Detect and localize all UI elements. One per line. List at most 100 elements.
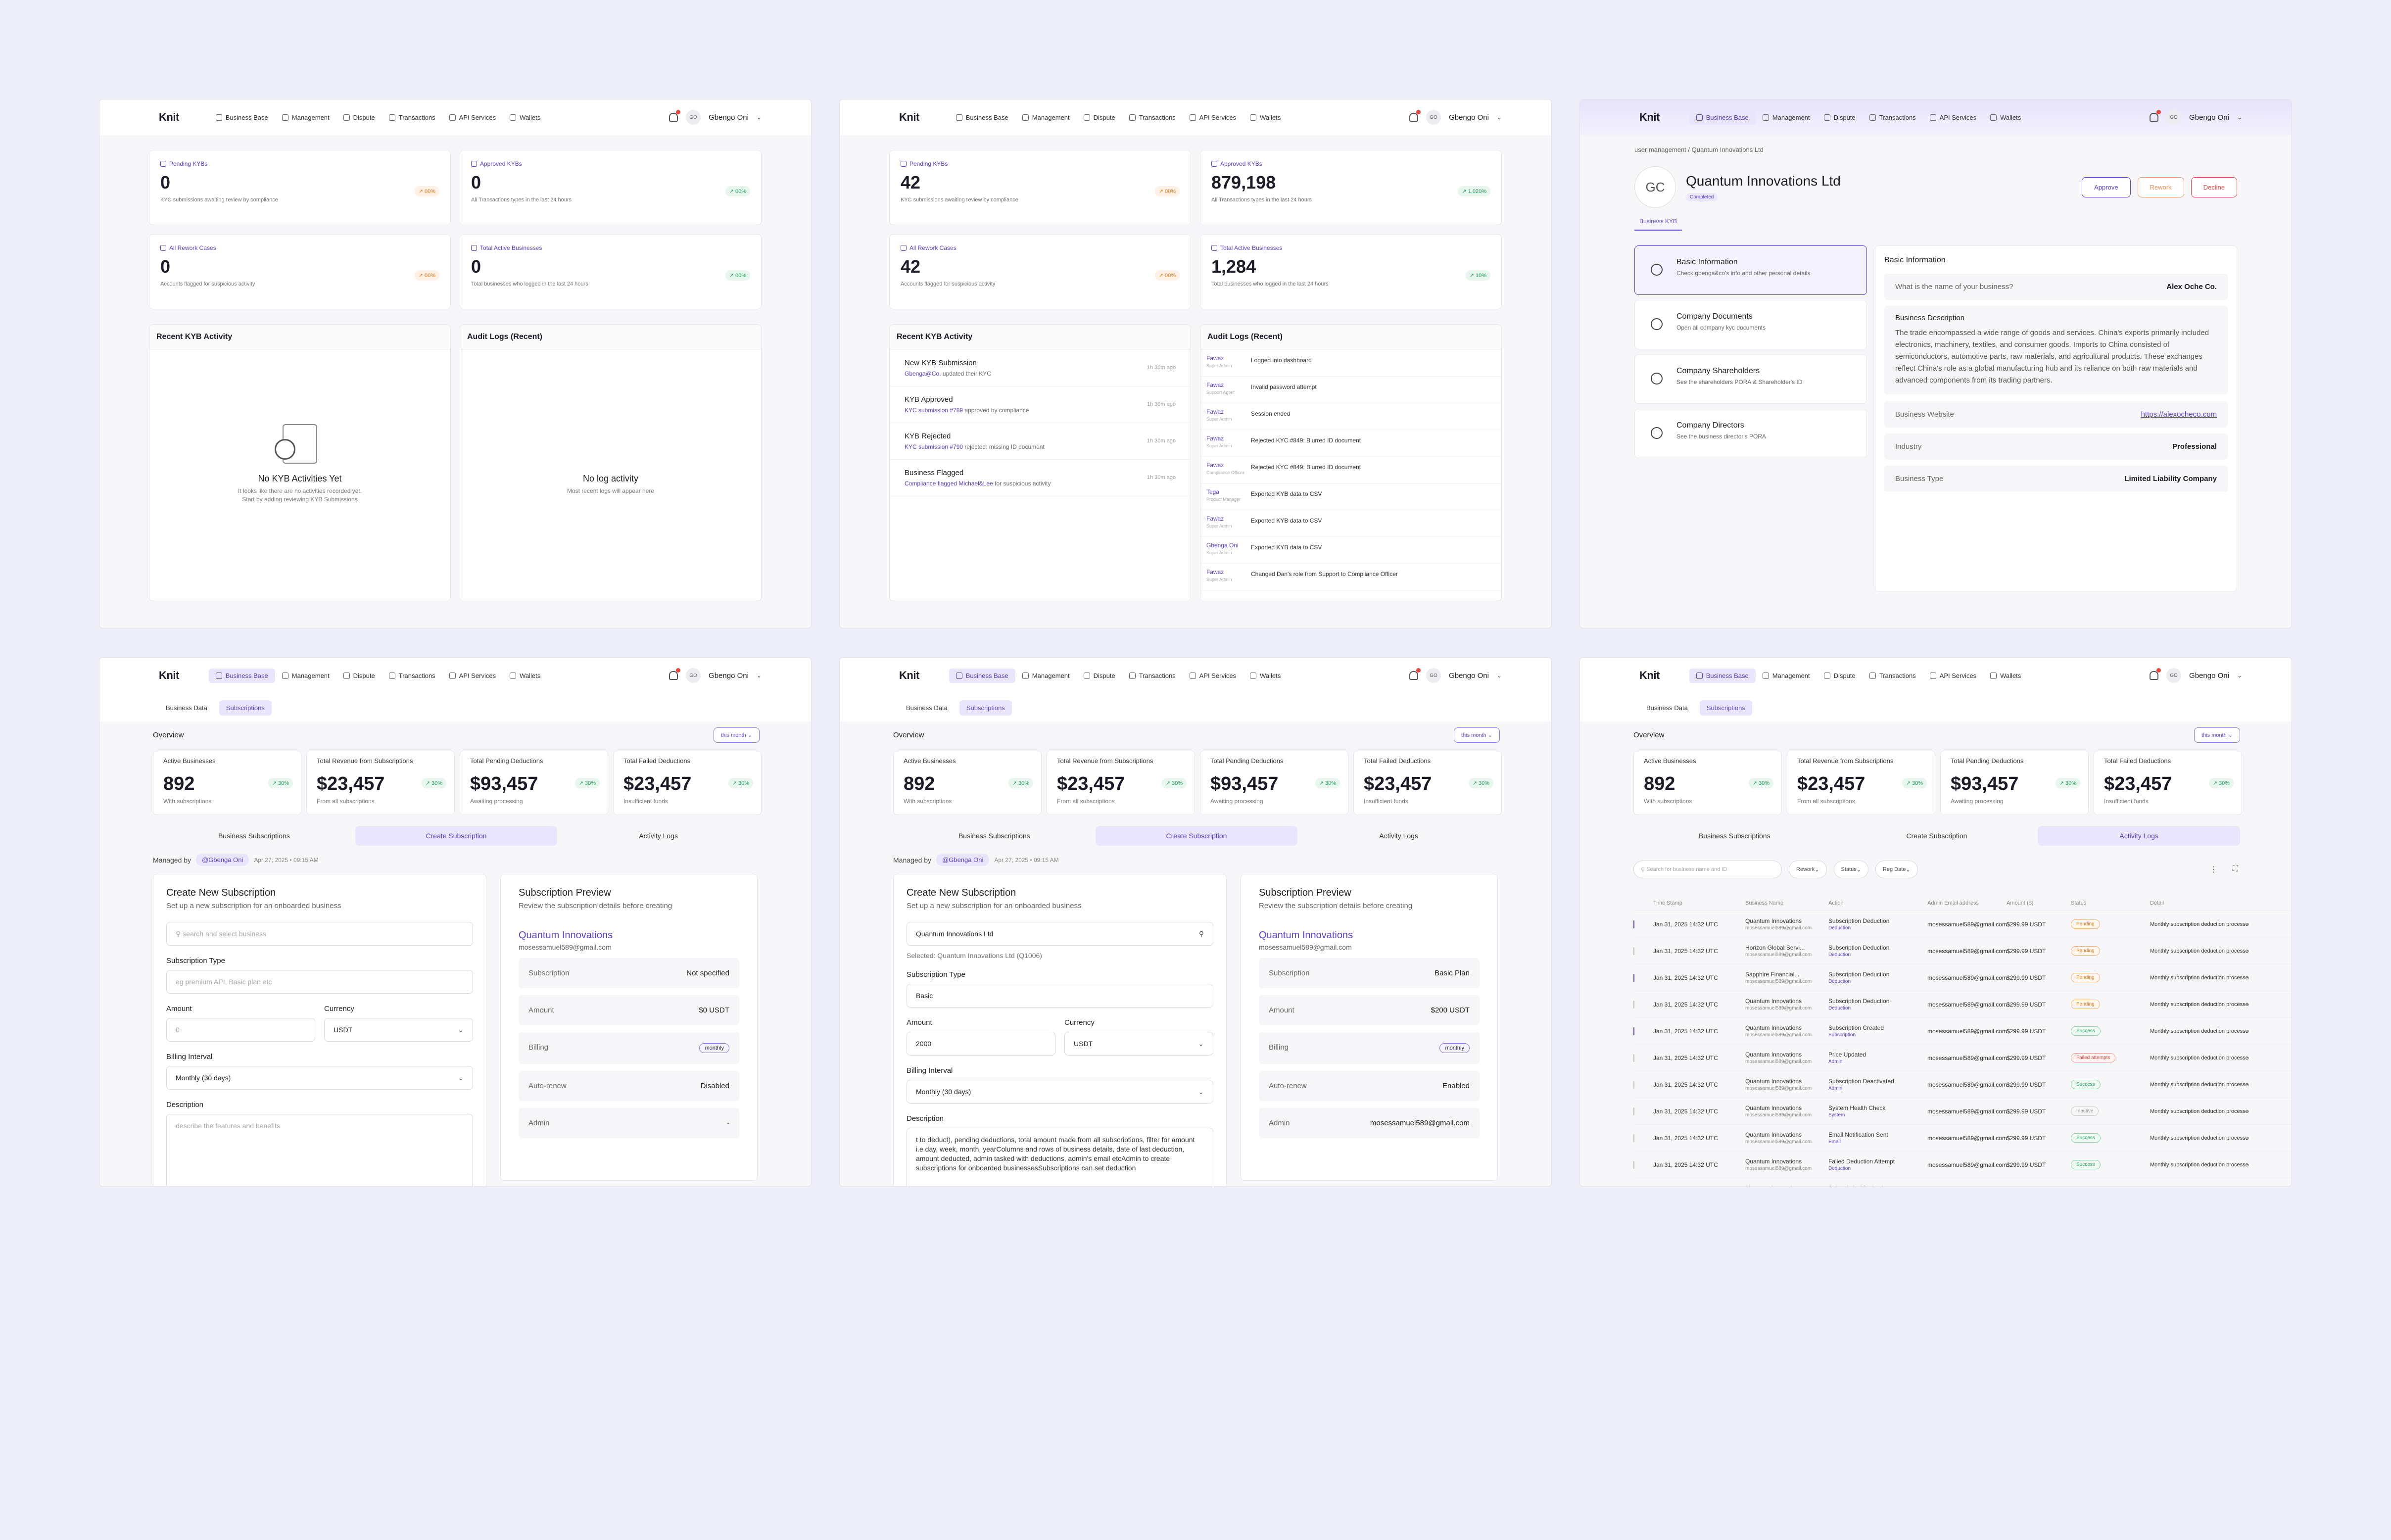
admin-email-cell[interactable]: mosessamuel589@gmail.com bbox=[1927, 920, 2007, 928]
activity-item[interactable]: Business Flagged Compliance flagged Micha… bbox=[890, 460, 1191, 496]
knit-logo[interactable]: Knit bbox=[159, 669, 179, 682]
column-header[interactable]: Amount ($) bbox=[2007, 900, 2034, 906]
filter-dropdown[interactable]: Reg Date ⌄ bbox=[1875, 861, 1918, 878]
approve-button[interactable]: Approve bbox=[2082, 177, 2131, 197]
column-header[interactable]: Status bbox=[2071, 900, 2087, 906]
nav-item-management[interactable]: Management bbox=[1756, 669, 1817, 683]
nav-item-wallets[interactable]: Wallets bbox=[1983, 110, 2028, 125]
bell-icon[interactable] bbox=[669, 110, 681, 122]
nav-item-wallets[interactable]: Wallets bbox=[1983, 669, 2028, 683]
tab-create-subscription[interactable]: Create Subscription bbox=[1906, 832, 1967, 840]
row-checkbox[interactable] bbox=[1633, 1160, 1634, 1169]
nav-item-api-services[interactable]: API Services bbox=[1923, 110, 1983, 125]
row-checkbox[interactable] bbox=[1633, 947, 1634, 955]
subscription-type-input[interactable]: eg premium API, Basic plan etc bbox=[166, 970, 473, 994]
business-search-input[interactable]: Quantum Innovations Ltd ⚲ bbox=[907, 922, 1213, 946]
log-user[interactable]: Fawaz Compliance Officer bbox=[1206, 462, 1251, 475]
row-checkbox[interactable] bbox=[1633, 973, 1634, 982]
tab-business-data[interactable]: Business Data bbox=[906, 704, 948, 712]
admin-email-cell[interactable]: mosessamuel589@gmail.com bbox=[1927, 974, 2007, 981]
nav-item-management[interactable]: Management bbox=[1015, 669, 1077, 683]
knit-logo[interactable]: Knit bbox=[1639, 111, 1660, 124]
user-name[interactable]: Gbengo Oni bbox=[709, 671, 749, 680]
avatar[interactable]: GO bbox=[1426, 668, 1441, 683]
tab-activity-logs[interactable]: Activity Logs bbox=[2038, 826, 2240, 846]
log-user[interactable]: Gbenga Oni Super Admin bbox=[1206, 542, 1251, 555]
knit-logo[interactable]: Knit bbox=[159, 111, 179, 124]
tab-subscriptions[interactable]: Subscriptions bbox=[1699, 700, 1752, 716]
nav-item-wallets[interactable]: Wallets bbox=[1243, 110, 1288, 125]
tab-business-subscriptions[interactable]: Business Subscriptions bbox=[218, 832, 290, 840]
bell-icon[interactable] bbox=[2150, 668, 2161, 680]
row-checkbox[interactable] bbox=[1633, 1054, 1634, 1062]
admin-email-cell[interactable]: mosessamuel589@gmail.com bbox=[1927, 1054, 2007, 1061]
avatar[interactable]: GO bbox=[2166, 668, 2182, 683]
bell-icon[interactable] bbox=[669, 668, 681, 680]
nav-item-dispute[interactable]: Dispute bbox=[336, 110, 382, 125]
admin-email-cell[interactable]: mosessamuel589@gmail.com bbox=[1927, 1027, 2007, 1035]
nav-item-business-base[interactable]: Business Base bbox=[949, 668, 1015, 683]
activity-link[interactable]: KYC submission #790 bbox=[905, 443, 963, 450]
nav-item-api-services[interactable]: API Services bbox=[1923, 669, 1983, 683]
nav-item-api-services[interactable]: API Services bbox=[1183, 669, 1243, 683]
tab-activity-logs[interactable]: Activity Logs bbox=[1379, 832, 1418, 840]
currency-select[interactable]: USDT ⌄ bbox=[1064, 1032, 1213, 1056]
nav-item-transactions[interactable]: Transactions bbox=[382, 110, 442, 125]
nav-item-api-services[interactable]: API Services bbox=[1183, 110, 1243, 125]
business-search-input[interactable]: ⚲ search and select business bbox=[166, 922, 473, 946]
amount-input[interactable]: 0 bbox=[166, 1018, 315, 1042]
nav-item-dispute[interactable]: Dispute bbox=[1077, 669, 1122, 683]
kyb-menu-item[interactable]: Basic Information Check gbenga&co's info … bbox=[1634, 245, 1867, 295]
description-textarea[interactable]: t to deduct), pending deductions, total … bbox=[907, 1128, 1213, 1186]
subscription-type-input[interactable]: Basic bbox=[907, 984, 1213, 1008]
row-checkbox[interactable] bbox=[1633, 1027, 1634, 1035]
website-link[interactable]: https://alexocheco.com bbox=[2141, 410, 2217, 419]
log-user[interactable]: Fawaz Super Admin bbox=[1206, 569, 1251, 582]
kyb-menu-item[interactable]: Company Directors See the business direct… bbox=[1634, 409, 1867, 458]
log-user[interactable]: Fawaz Super Admin bbox=[1206, 515, 1251, 529]
admin-email-cell[interactable]: mosessamuel589@gmail.com bbox=[1927, 1001, 2007, 1008]
chevron-down-icon[interactable]: ⌄ bbox=[2237, 114, 2242, 121]
admin-email-cell[interactable]: mosessamuel589@gmail.com bbox=[1927, 1107, 2007, 1115]
tab-subscriptions[interactable]: Subscriptions bbox=[959, 700, 1012, 716]
column-header[interactable]: Detail bbox=[2150, 900, 2164, 906]
bell-icon[interactable] bbox=[1409, 668, 1421, 680]
nav-item-dispute[interactable]: Dispute bbox=[1817, 110, 1863, 125]
admin-email-cell[interactable]: mosessamuel589@gmail.com bbox=[1927, 1134, 2007, 1142]
kyb-menu-item[interactable]: Company Shareholders See the shareholders… bbox=[1634, 354, 1867, 404]
log-user[interactable]: Fawaz Super Admin bbox=[1206, 435, 1251, 448]
chevron-down-icon[interactable]: ⌄ bbox=[1496, 114, 1502, 121]
activity-item[interactable]: KYB Rejected KYC submission #790 rejected… bbox=[890, 423, 1191, 460]
billing-interval-select[interactable]: Monthly (30 days) ⌄ bbox=[907, 1080, 1213, 1104]
nav-item-business-base[interactable]: Business Base bbox=[209, 110, 275, 125]
nav-item-wallets[interactable]: Wallets bbox=[503, 669, 547, 683]
nav-item-business-base[interactable]: Business Base bbox=[208, 668, 275, 683]
column-header[interactable]: Action bbox=[1828, 900, 1844, 906]
filter-dropdown[interactable]: Rework ⌄ bbox=[1789, 861, 1827, 878]
log-user[interactable]: Fawaz Support Agent bbox=[1206, 382, 1251, 395]
user-name[interactable]: Gbengo Oni bbox=[709, 113, 749, 122]
row-checkbox[interactable] bbox=[1633, 920, 1634, 928]
column-header[interactable]: Time Stamp bbox=[1653, 900, 1682, 906]
bell-icon[interactable] bbox=[2150, 110, 2161, 122]
chevron-down-icon[interactable]: ⌄ bbox=[756, 114, 762, 121]
tab-create-subscription[interactable]: Create Subscription bbox=[1095, 826, 1298, 846]
activity-link[interactable]: KYC submission #789 bbox=[905, 407, 963, 414]
log-user[interactable]: Fawaz Super Admin bbox=[1206, 355, 1251, 368]
log-search-input[interactable]: ⚲ Search for business name and ID bbox=[1633, 861, 1782, 878]
log-user[interactable]: Fawaz Super Admin bbox=[1206, 408, 1251, 422]
activity-item[interactable]: KYB Approved KYC submission #789 approved… bbox=[890, 386, 1191, 423]
column-header[interactable]: Admin Email address bbox=[1927, 900, 1979, 906]
kyb-menu-item[interactable]: Company Documents Open all company kyc do… bbox=[1634, 300, 1867, 349]
nav-item-transactions[interactable]: Transactions bbox=[1863, 110, 1923, 125]
chevron-down-icon[interactable]: ⌄ bbox=[756, 672, 762, 679]
activity-link[interactable]: Gbenga@Co. bbox=[905, 370, 941, 377]
chevron-down-icon[interactable]: ⌄ bbox=[2237, 672, 2242, 679]
manager-tag[interactable]: @Gbenga Oni bbox=[196, 854, 249, 866]
user-name[interactable]: Gbengo Oni bbox=[1449, 113, 1489, 122]
avatar[interactable]: GO bbox=[1426, 110, 1441, 125]
rework-button[interactable]: Rework bbox=[2137, 177, 2184, 197]
billing-interval-select[interactable]: Monthly (30 days) ⌄ bbox=[166, 1066, 473, 1090]
tab-business-data[interactable]: Business Data bbox=[1646, 704, 1688, 712]
currency-select[interactable]: USDT ⌄ bbox=[324, 1018, 473, 1042]
